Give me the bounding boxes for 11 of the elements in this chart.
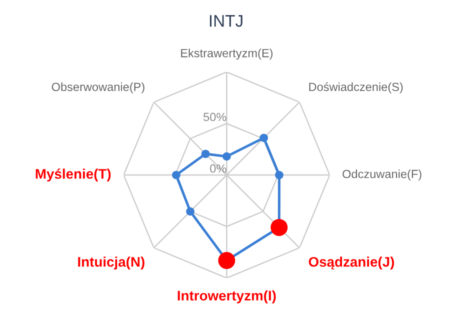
y-tick-label: 0% [210, 164, 226, 173]
spoke-label: Osądzanie(J) [308, 256, 394, 270]
spoke-label: Odczuwanie(F) [342, 170, 422, 180]
y-tick-label: 50% [204, 112, 226, 122]
spoke-label: Ekstrawertyzm(E) [181, 48, 273, 60]
spoke-label: Obserwowanie(P) [52, 82, 144, 94]
spoke-label: Introwertyzm(I) [178, 290, 276, 304]
chart-title: INTJ [210, 15, 242, 27]
spoke-label: Myślenie(T) [36, 168, 111, 182]
spoke-label: Doświadczenie(S) [309, 82, 403, 94]
spoke-label: Intuicja(N) [78, 256, 144, 270]
